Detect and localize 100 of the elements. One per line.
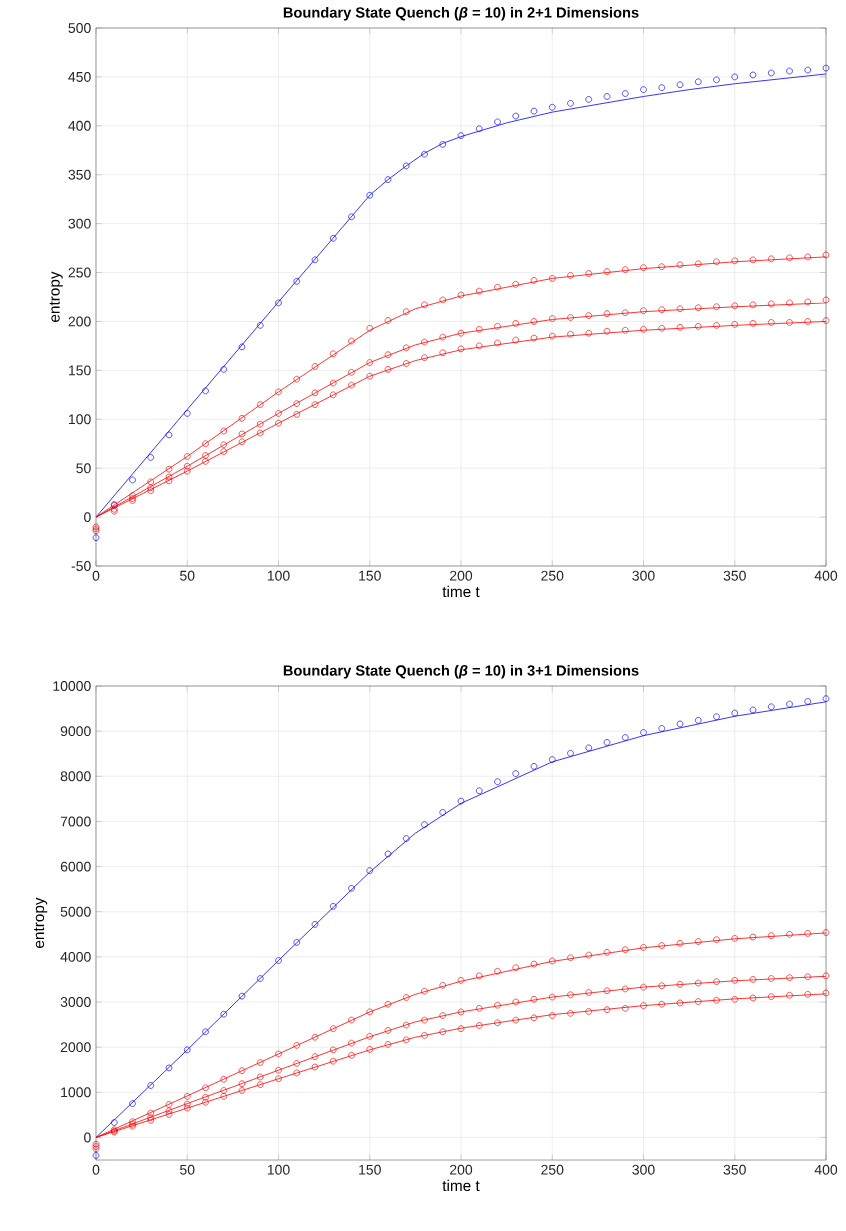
point [694,260,702,268]
point [676,305,684,313]
point [165,477,173,485]
point [384,317,392,324]
point [767,703,775,711]
point [676,981,684,988]
point [585,989,593,996]
point [165,1101,173,1108]
point [348,1039,355,1047]
point [129,476,136,484]
point [348,1016,355,1024]
point [658,725,666,732]
point [731,935,739,942]
x-tick-label: 250 [541,570,564,581]
point [548,275,556,282]
point [548,756,556,763]
point [658,982,666,990]
x-tick-label: 400 [814,570,838,581]
point [530,277,538,284]
point [147,478,155,486]
point [548,1012,556,1019]
point [220,366,228,373]
point [202,1028,209,1036]
point [822,251,830,259]
y-tick-label: 250 [68,267,91,278]
point [548,315,556,322]
point [293,939,301,946]
point [220,1087,228,1094]
point [494,1019,501,1027]
point [767,69,775,77]
point [676,81,684,89]
point [384,850,392,858]
point [804,66,812,74]
y-tick-label: 400 [68,120,91,131]
x-tick-label: 0 [92,1164,100,1175]
point [366,1008,374,1016]
point [713,936,720,943]
point [512,1016,520,1024]
point [713,258,720,266]
point [421,1032,428,1039]
point [457,329,465,337]
point [256,420,264,428]
point [822,695,830,702]
chart-title: Boundary State Quench (β = 10) in 2+1 Dimensions [283,6,639,21]
point [402,344,410,352]
point [512,336,520,344]
point [402,1021,410,1029]
point [822,64,830,72]
y-tick-label: -50 [71,561,91,571]
point [731,73,739,81]
point [275,1066,282,1074]
point [311,1033,319,1041]
point [567,314,574,321]
point [439,296,447,304]
x-tick-label: 0 [92,570,100,581]
point [348,369,355,376]
point [147,1117,155,1124]
point [494,1001,501,1009]
point [439,349,447,357]
y-tick-label: 2000 [60,1042,91,1053]
point [658,84,666,91]
point [804,991,812,998]
point [147,484,155,492]
point [238,415,246,422]
point [621,309,629,316]
point [694,304,702,312]
point [694,78,702,86]
point [366,191,374,199]
point [658,306,666,313]
x-tick-label: 150 [359,570,381,581]
point [220,1010,228,1018]
x-tick-label: 400 [814,1164,838,1175]
point [603,1006,611,1013]
point [530,960,538,968]
y-tick-label: 100 [69,414,91,425]
point [767,975,775,982]
point [585,329,593,337]
point [147,1109,155,1117]
point [694,938,702,945]
point [621,326,629,334]
point [786,67,793,75]
point [329,1057,337,1065]
point [494,778,501,785]
point [767,319,775,326]
x-tick-label: 250 [541,1164,564,1175]
point [494,968,501,975]
point [713,978,720,985]
point [512,281,520,288]
point [585,96,593,103]
point [165,465,173,473]
point [749,933,757,941]
point [421,150,428,158]
point [384,1027,392,1034]
point [731,257,739,265]
point [603,327,611,335]
point [475,972,483,980]
point [786,974,793,981]
y-tick-label: 0 [84,512,91,523]
point [457,797,465,805]
point [256,975,264,982]
